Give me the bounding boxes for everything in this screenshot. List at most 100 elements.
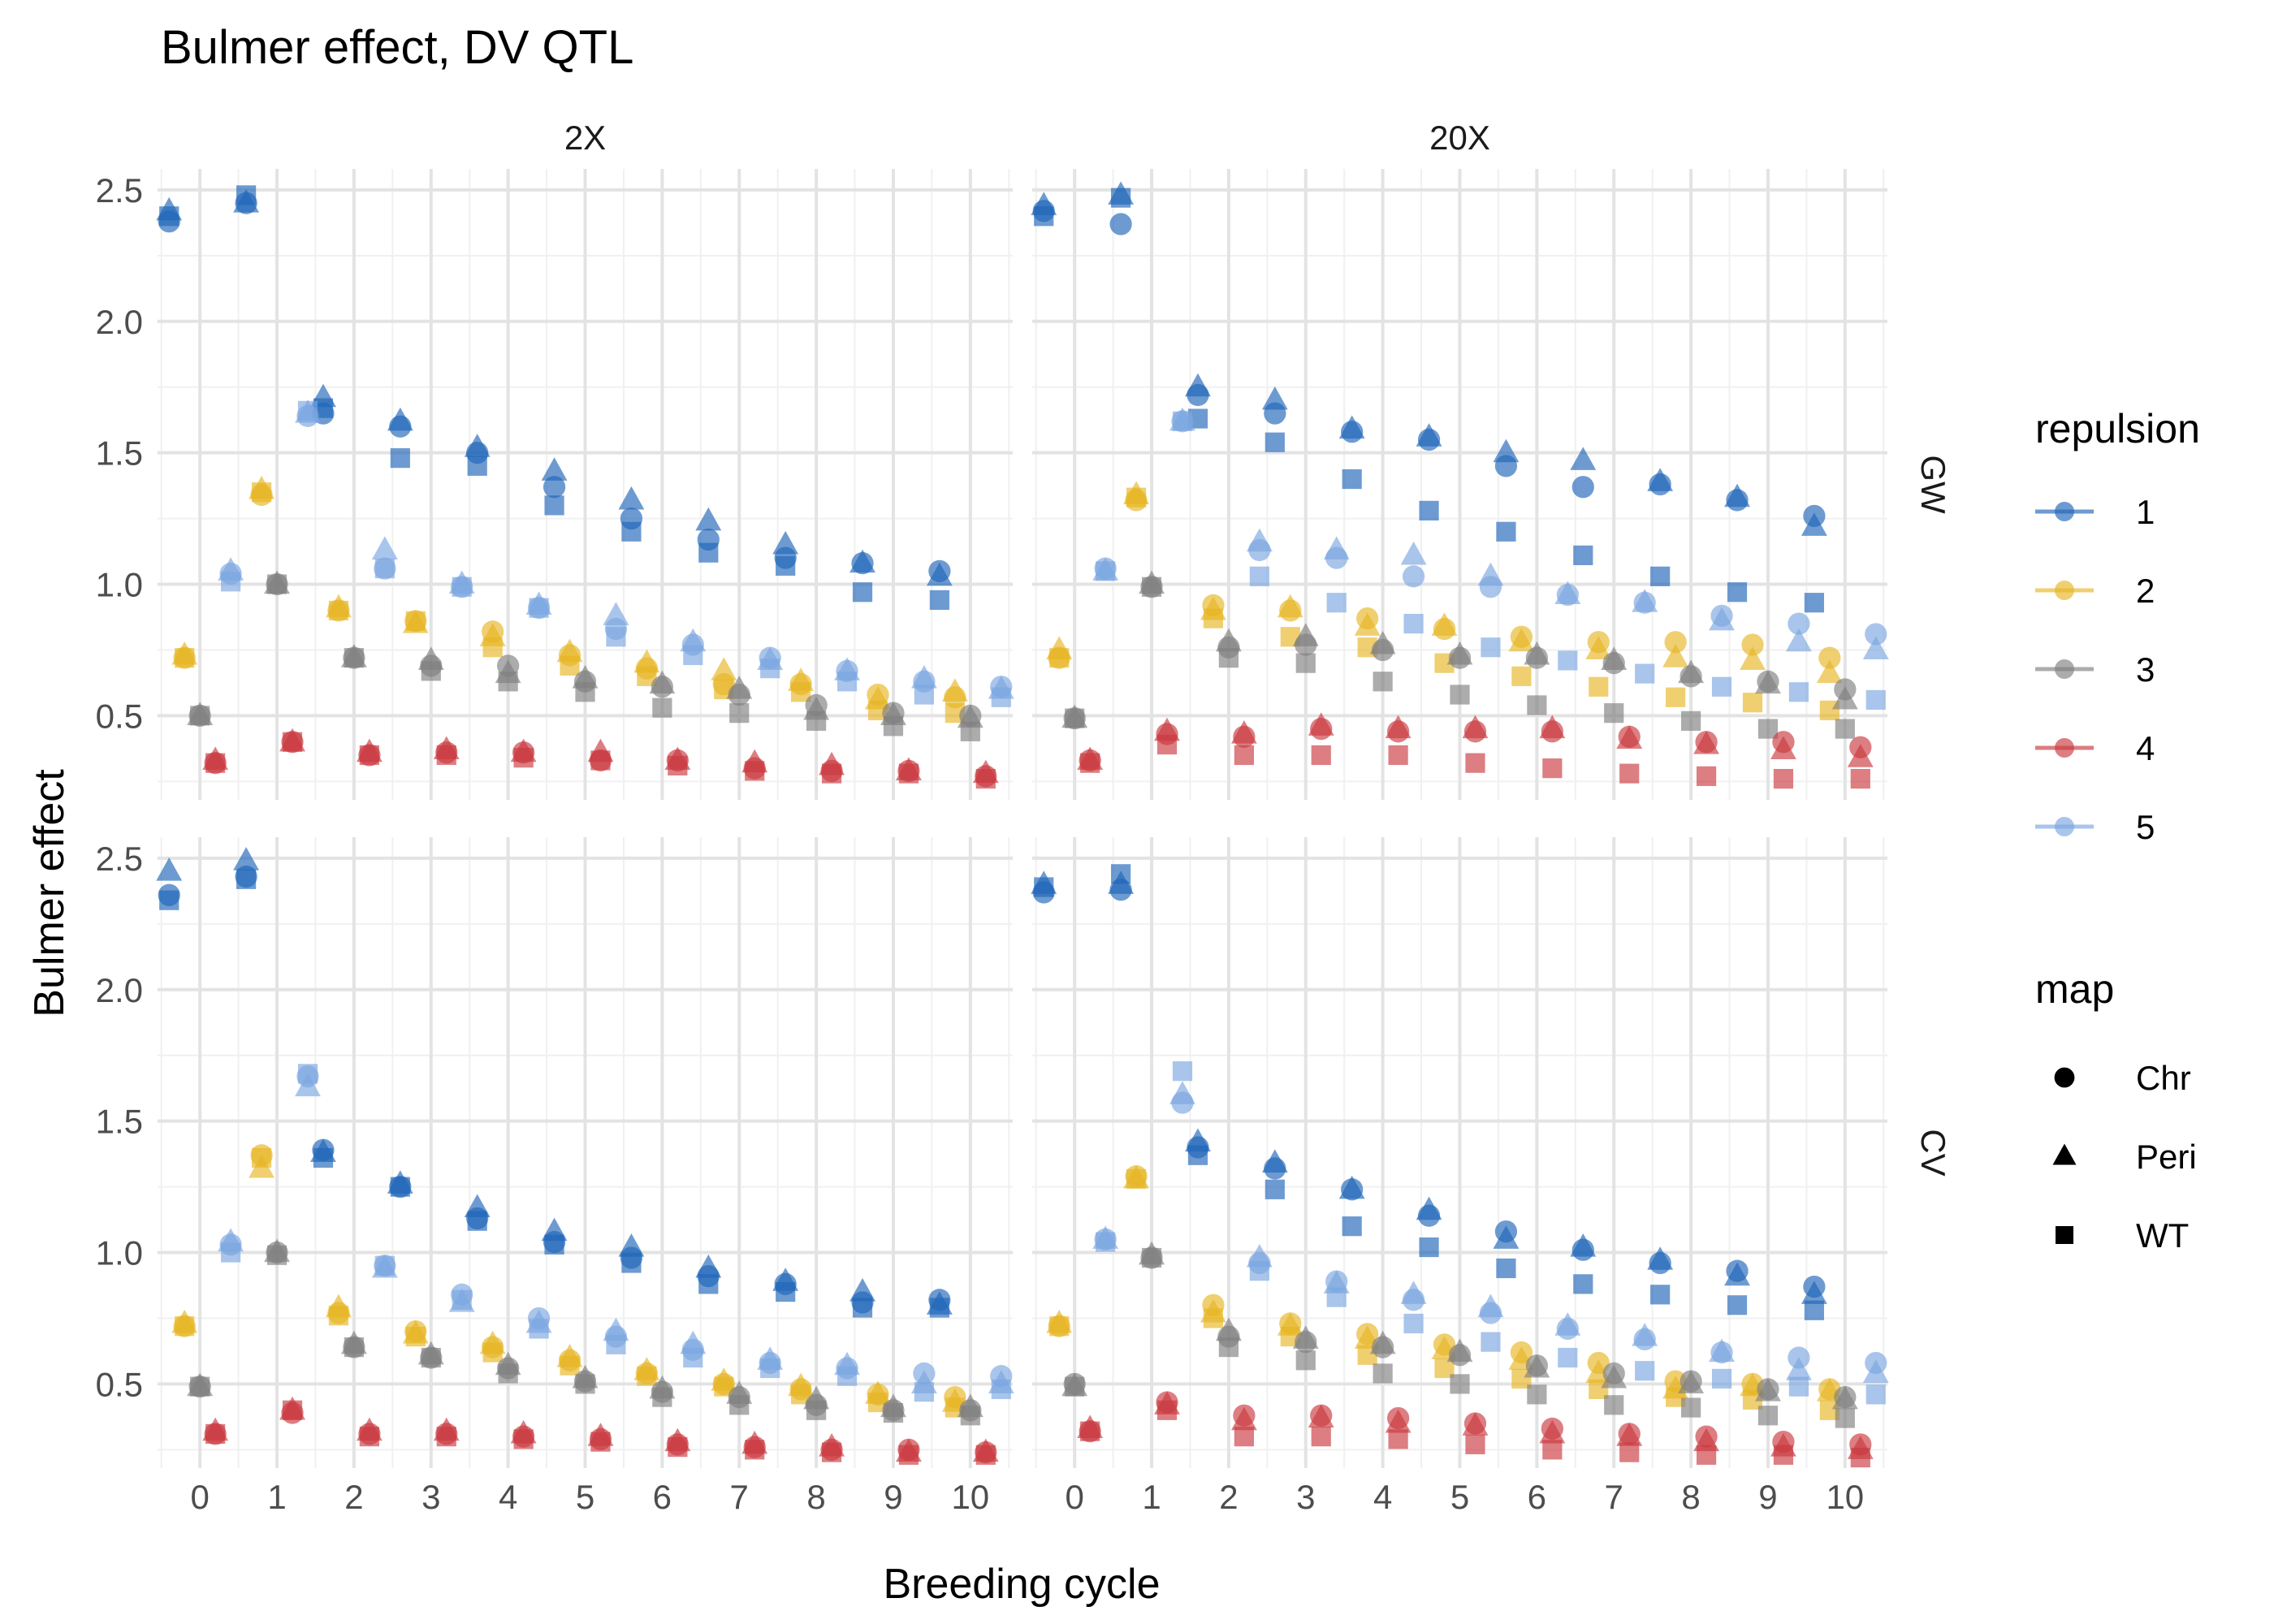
point-rep4-wt xyxy=(1465,1434,1485,1454)
point-rep1-wt xyxy=(1419,500,1439,520)
panel-20X-CV: 0 1 2 3 4 5 6 7 8 9 10 CV xyxy=(1031,837,1952,1516)
point-rep5-wt xyxy=(1711,1368,1732,1389)
point-rep5-wt xyxy=(606,627,626,647)
point-rep5-wt xyxy=(1403,1313,1424,1334)
point-rep4-wt xyxy=(1311,1427,1331,1447)
legend-circle-icon xyxy=(2054,1067,2075,1088)
point-rep3-wt xyxy=(575,682,595,702)
point-rep1-peri xyxy=(1724,1262,1750,1286)
facet-row-label: CV xyxy=(1914,1129,1952,1176)
point-rep4-wt xyxy=(821,1442,842,1462)
y-tick-label: 0.5 xyxy=(96,1365,143,1403)
point-rep1-wt xyxy=(1187,1145,1208,1165)
point-rep5-wt xyxy=(1326,1287,1347,1307)
point-rep3-wt xyxy=(1450,685,1470,705)
point-rep1-peri xyxy=(1647,468,1674,491)
point-rep5-peri xyxy=(1246,528,1273,552)
point-rep5-chr xyxy=(1402,565,1425,588)
point-rep4-wt xyxy=(1696,1445,1717,1465)
point-rep1-wt xyxy=(1110,864,1131,884)
point-rep1-peri xyxy=(1493,1225,1520,1249)
x-tick-label: 6 xyxy=(653,1478,672,1516)
point-rep5-peri xyxy=(910,665,937,689)
point-rep1-wt xyxy=(852,1298,873,1318)
point-rep1-wt xyxy=(1573,1274,1593,1294)
point-rep3-wt xyxy=(1065,708,1085,728)
point-rep4-wt xyxy=(821,763,842,784)
point-rep5-peri xyxy=(1785,628,1812,652)
x-tick-label: 8 xyxy=(1681,1478,1700,1516)
point-rep5-wt xyxy=(837,672,858,692)
point-rep1-wt xyxy=(1804,593,1824,613)
point-rep1-wt xyxy=(776,1281,796,1302)
point-rep4-peri xyxy=(1230,720,1257,744)
point-rep4-wt xyxy=(590,1432,611,1452)
legend-label-repulsion: 4 xyxy=(2136,729,2155,767)
point-rep4-wt xyxy=(1234,745,1254,766)
panel-2X-GW: 0.5 1.0 1.5 2.0 2.5 2X xyxy=(96,119,1014,800)
point-rep5-wt xyxy=(1172,1061,1193,1082)
point-rep3-wt xyxy=(729,703,750,723)
point-rep5-wt xyxy=(374,1255,395,1276)
point-rep3-wt xyxy=(344,648,365,668)
point-rep2-wt xyxy=(1126,1168,1147,1189)
point-rep5-peri xyxy=(1169,1081,1195,1104)
legend-label-repulsion: 3 xyxy=(2136,650,2155,689)
point-rep4-wt xyxy=(975,1445,996,1465)
legend-key-point xyxy=(2055,659,2074,679)
point-rep5-wt xyxy=(1096,561,1116,581)
point-rep1-peri xyxy=(233,847,260,870)
point-rep3-wt xyxy=(1218,648,1239,668)
point-rep1-peri xyxy=(541,457,568,481)
x-tick-label: 3 xyxy=(1296,1478,1315,1516)
point-rep2-wt xyxy=(175,1316,195,1337)
point-rep3-wt xyxy=(960,1406,980,1426)
point-rep4-peri xyxy=(1385,1409,1412,1433)
point-rep2-wt xyxy=(328,1306,349,1326)
point-rep3-peri xyxy=(1755,1378,1781,1402)
facet-column-label: 20X xyxy=(1429,119,1490,157)
x-tick-label: 9 xyxy=(1758,1478,1777,1516)
point-rep5-wt xyxy=(1635,1361,1655,1381)
point-rep1-chr xyxy=(543,476,566,499)
point-rep3-wt xyxy=(1295,1350,1316,1371)
point-rep1-wt xyxy=(467,456,487,476)
point-rep5-wt xyxy=(1711,676,1732,697)
point-rep2-peri xyxy=(711,657,737,680)
point-rep2-wt xyxy=(251,482,272,503)
point-rep2-peri xyxy=(1431,612,1458,636)
point-rep5-peri xyxy=(1477,1294,1504,1318)
point-rep1-chr xyxy=(1109,213,1132,235)
point-rep4-wt xyxy=(359,1427,379,1447)
y-tick-label: 2.0 xyxy=(96,971,143,1009)
facet-column-label: 2X xyxy=(564,119,606,157)
point-rep2-wt xyxy=(1589,676,1609,697)
point-rep3-wt xyxy=(1680,710,1701,731)
y-tick-label: 0.5 xyxy=(96,697,143,735)
point-rep2-wt xyxy=(1666,687,1686,707)
point-rep5-wt xyxy=(529,1319,549,1339)
point-rep5-peri xyxy=(1632,1323,1658,1346)
point-rep5-peri xyxy=(1632,589,1658,612)
point-rep3-wt xyxy=(1835,719,1855,739)
point-rep5-wt xyxy=(1172,411,1193,431)
y-axis-label: Bulmer effect xyxy=(26,769,73,1017)
point-rep3-peri xyxy=(1369,630,1396,654)
point-rep3-peri xyxy=(1524,1354,1550,1378)
point-rep5-wt xyxy=(1558,1347,1578,1368)
legend-label-map: Peri xyxy=(2136,1138,2197,1176)
legend-label-map: Chr xyxy=(2136,1059,2191,1097)
point-rep2-wt xyxy=(560,1355,580,1376)
point-rep4-wt xyxy=(1696,766,1717,786)
point-rep4-peri xyxy=(1462,715,1489,739)
point-rep5-wt xyxy=(1403,613,1424,634)
point-rep3-peri xyxy=(1601,646,1628,670)
chart-title: Bulmer effect, DV QTL xyxy=(161,21,633,74)
point-rep2-peri xyxy=(1662,644,1689,667)
point-rep4-wt xyxy=(1850,1447,1870,1468)
point-rep3-peri xyxy=(1601,1364,1628,1389)
point-rep1-wt xyxy=(390,1177,410,1197)
point-rep5-wt xyxy=(606,1334,626,1354)
point-rep5-wt xyxy=(529,598,549,618)
point-rep3-peri xyxy=(1292,1325,1319,1349)
